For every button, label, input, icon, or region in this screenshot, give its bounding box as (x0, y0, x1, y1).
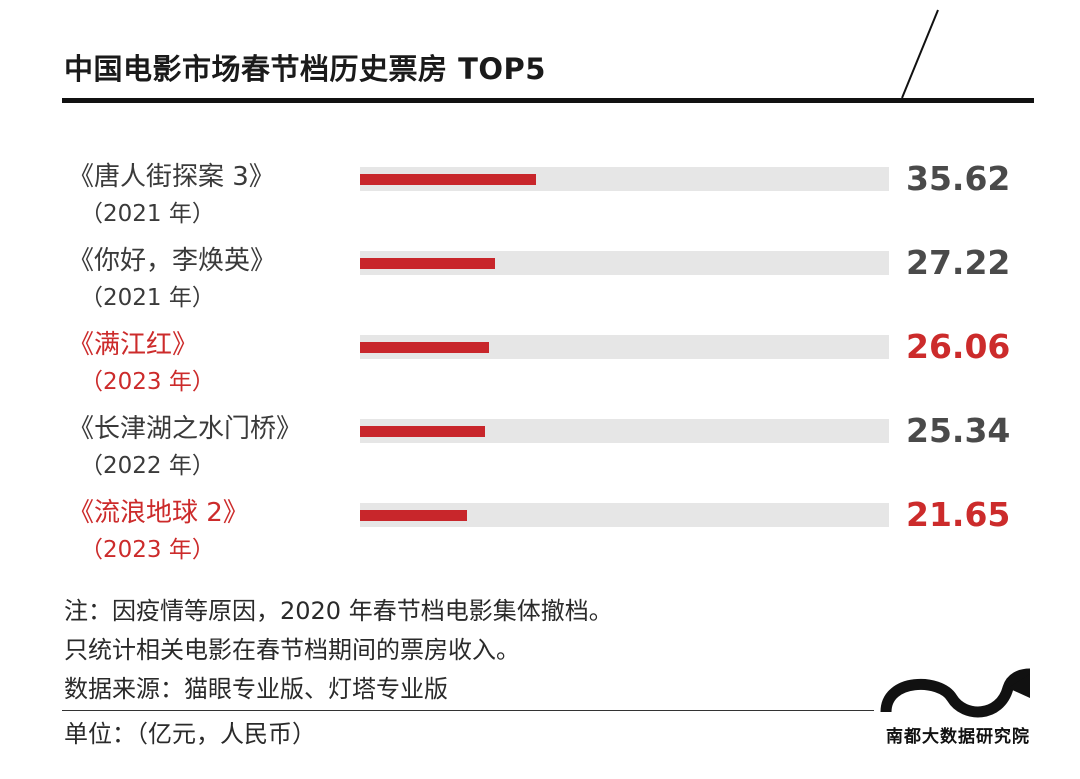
chart-title: 中国电影市场春节档历史票房 TOP5 (64, 52, 546, 86)
release-year-label: （2023 年） (80, 537, 215, 563)
bar-track (360, 167, 889, 191)
movie-title-label: 《满江红》 (68, 330, 199, 360)
bar-row: 《满江红》 （2023 年） 26.06 (0, 324, 1080, 408)
decorative-slash (901, 9, 939, 99)
value-label: 25.34 (906, 411, 1011, 450)
note-line: 只统计相关电影在春节档期间的票房收入。 (64, 636, 520, 664)
source-line: 数据来源：猫眼专业版、灯塔专业版 (64, 675, 448, 703)
note-line: 注：因疫情等原因，2020 年春节档电影集体撤档。 (64, 597, 613, 625)
movie-title-label: 《流浪地球 2》 (68, 498, 249, 528)
value-label: 35.62 (906, 159, 1011, 198)
notes-divider (62, 710, 874, 711)
bar-track (360, 251, 889, 275)
bar-row: 《你好，李焕英》 （2021 年） 27.22 (0, 240, 1080, 324)
bar (360, 426, 486, 437)
value-label: 26.06 (906, 327, 1011, 366)
bar-row: 《长津湖之水门桥》 （2022 年） 25.34 (0, 408, 1080, 492)
movie-title-label: 《你好，李焕英》 (68, 246, 277, 276)
bar-row: 《唐人街探案 3》 （2021 年） 35.62 (0, 156, 1080, 240)
bar (360, 174, 537, 185)
value-label: 27.22 (906, 243, 1011, 282)
logo-text: 南都大数据研究院 (886, 727, 1030, 747)
value-label: 21.65 (906, 495, 1011, 534)
title-divider (62, 98, 1034, 103)
movie-title-label: 《长津湖之水门桥》 (68, 414, 303, 444)
release-year-label: （2021 年） (80, 201, 215, 227)
bar (360, 258, 495, 269)
bar-track (360, 419, 889, 443)
bar (360, 342, 489, 353)
bar (360, 510, 468, 521)
footnotes: 注：因疫情等原因，2020 年春节档电影集体撤档。 只统计相关电影在春节档期间的… (64, 592, 613, 709)
unit-label: 单位：（亿元，人民币） (64, 720, 316, 748)
bar-track (360, 503, 889, 527)
movie-title-label: 《唐人街探案 3》 (68, 162, 275, 192)
release-year-label: （2022 年） (80, 453, 215, 479)
bar-row: 《流浪地球 2》 （2023 年） 21.65 (0, 492, 1080, 576)
logo-icon (880, 668, 1031, 718)
release-year-label: （2023 年） (80, 369, 215, 395)
bar-track (360, 335, 889, 359)
release-year-label: （2021 年） (80, 285, 215, 311)
